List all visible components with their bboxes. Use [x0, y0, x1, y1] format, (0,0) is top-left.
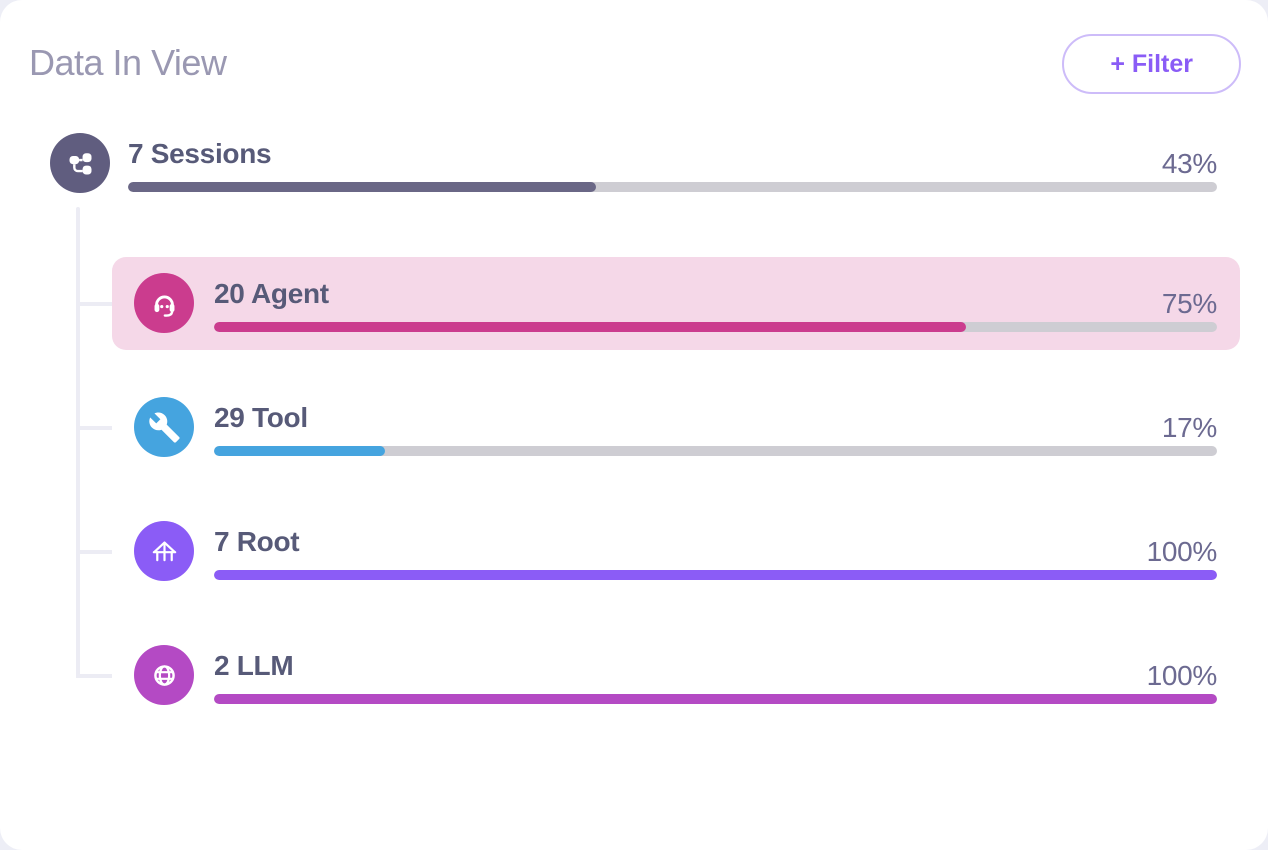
headset-icon	[134, 273, 194, 333]
progress-track	[128, 182, 1217, 192]
row-llm[interactable]: 2 LLM 100%	[112, 629, 1240, 722]
tree-connector-branch	[76, 302, 112, 306]
house-icon	[134, 521, 194, 581]
row-percent: 17%	[1161, 412, 1217, 443]
row-tool[interactable]: 29 Tool 17%	[112, 381, 1240, 474]
row-sessions[interactable]: 7 Sessions 43%	[50, 117, 1240, 210]
progress-track	[214, 694, 1217, 704]
row-label: 20 Agent	[214, 278, 329, 309]
row-agent[interactable]: 20 Agent 75%	[112, 257, 1240, 350]
row-percent: 43%	[1161, 148, 1217, 179]
progress-fill	[128, 182, 597, 192]
tree-connector-branch	[76, 550, 112, 554]
row-label: 2 LLM	[214, 650, 294, 681]
workflow-icon	[50, 133, 110, 193]
row-percent: 100%	[1146, 536, 1218, 567]
wrench-icon	[134, 397, 194, 457]
row-percent: 100%	[1146, 660, 1218, 691]
progress-track	[214, 446, 1217, 456]
progress-track	[214, 570, 1217, 580]
tree-connector-branch	[76, 426, 112, 430]
progress-fill	[214, 694, 1217, 704]
row-label: 7 Root	[214, 526, 300, 557]
tree-connector-vertical	[76, 207, 80, 677]
progress-fill	[214, 322, 967, 332]
filter-button[interactable]: + Filter	[1062, 34, 1241, 94]
row-percent: 75%	[1161, 288, 1217, 319]
progress-fill	[214, 446, 385, 456]
page-title: Data In View	[29, 42, 227, 83]
globe-icon	[134, 645, 194, 705]
progress-track	[214, 322, 1217, 332]
tree-connector-branch	[76, 674, 112, 678]
progress-fill	[214, 570, 1217, 580]
row-label: 29 Tool	[214, 402, 308, 433]
row-label: 7 Sessions	[128, 138, 272, 169]
row-root[interactable]: 7 Root 100%	[112, 505, 1240, 598]
